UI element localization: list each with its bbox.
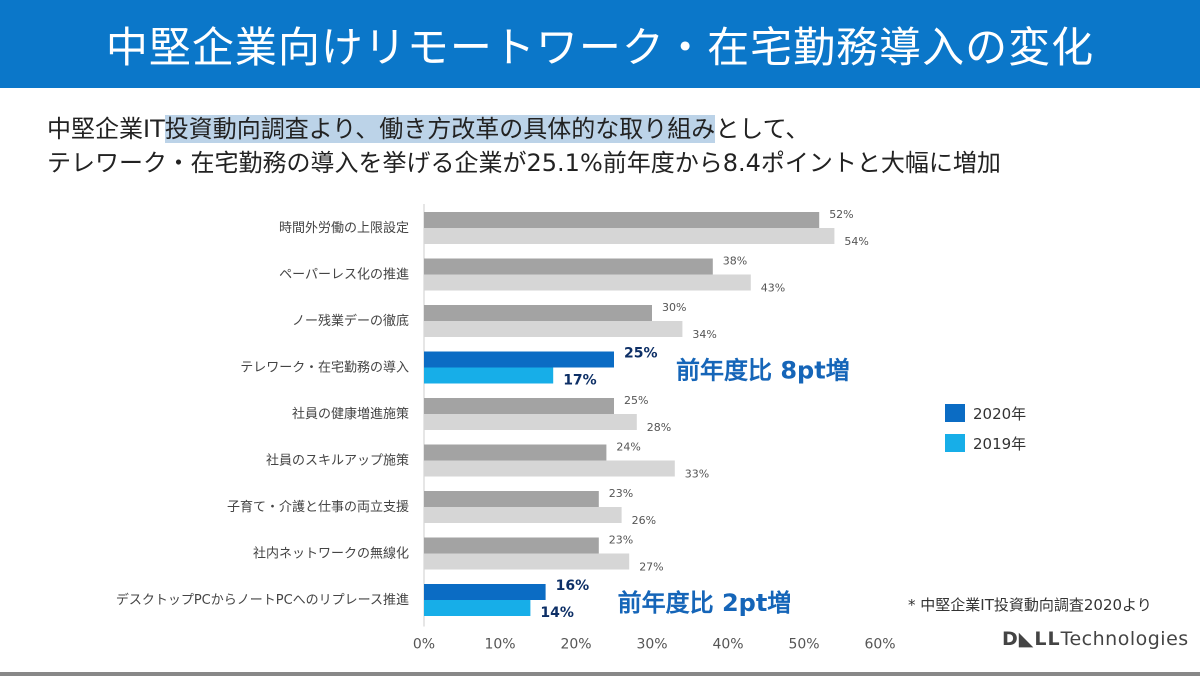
bar-2019	[424, 460, 675, 477]
data-label-2020: 25%	[624, 346, 658, 362]
data-label-2019: 27%	[639, 561, 663, 574]
bar-2019	[424, 553, 630, 570]
data-label-2020: 24%	[616, 441, 640, 454]
category-label: デスクトップPCからノートPCへのリプレース推進	[116, 592, 409, 608]
x-tick-label: 20%	[560, 637, 591, 651]
x-tick-label: 50%	[788, 637, 819, 651]
source-note: * 中堅企業IT投資動向調査2020より	[908, 596, 1152, 614]
callout-text: 前年度比 2pt増	[618, 589, 792, 617]
x-tick-label: 30%	[636, 637, 667, 651]
subtitle-line-1: 中堅企業IT投資動向調査より、働き方改革の具体的な取り組みとして、	[47, 112, 1167, 146]
bar-2020	[424, 537, 599, 554]
x-tick-label: 10%	[484, 637, 515, 651]
bar-2019	[424, 507, 622, 523]
bar-2020	[424, 491, 599, 507]
bar-2019	[424, 600, 531, 616]
legend-swatch-2019	[945, 434, 965, 452]
data-label-2019: 28%	[647, 421, 671, 434]
data-label-2020: 23%	[609, 534, 633, 547]
subtitle-line-2: テレワーク・在宅勤務の導入を挙げる企業が25.1%前年度から8.4ポイントと大幅…	[47, 149, 1001, 177]
subtitle-text: 中堅企業IT投資動向調査より、働き方改革の具体的な取り組みとして、 テレワーク・…	[47, 112, 1167, 180]
legend-item-2019: 2019年	[945, 428, 1026, 458]
dell-wordmark: D◣LL	[1002, 628, 1061, 650]
x-tick-label: 40%	[712, 637, 743, 651]
bar-2020	[424, 444, 607, 461]
dell-technologies-logo: D◣LLTechnologies	[1002, 628, 1189, 650]
category-label: 社内ネットワークの無線化	[253, 546, 409, 562]
data-label-2020: 52%	[829, 208, 853, 221]
data-label-2019: 26%	[632, 514, 656, 527]
legend-item-2020: 2020年	[945, 398, 1026, 428]
callout-text: 前年度比 8pt増	[676, 357, 850, 385]
bar-2019	[424, 414, 637, 430]
bar-2019	[424, 274, 751, 291]
bar-2019	[424, 321, 683, 337]
bottom-rule	[0, 672, 1200, 676]
data-label-2019: 34%	[692, 328, 716, 341]
chart-legend: 2020年 2019年	[945, 398, 1026, 458]
category-label: 時間外労働の上限設定	[279, 220, 409, 236]
category-label: 子育て・介護と仕事の両立支援	[227, 499, 409, 515]
legend-label-2019: 2019年	[973, 434, 1027, 453]
data-label-2020: 25%	[624, 394, 648, 407]
category-label: 社員のスキルアップ施策	[266, 453, 409, 469]
data-label-2019: 43%	[761, 282, 785, 295]
data-label-2019: 54%	[844, 235, 868, 248]
category-label: ペーパーレス化の推進	[279, 268, 409, 283]
subtitle-line-1-post: として、	[715, 115, 810, 143]
category-label: 社員の健康増進施策	[292, 406, 409, 422]
title-bar: 中堅企業向けリモートワーク・在宅勤務導入の変化	[0, 0, 1200, 88]
x-tick-label: 60%	[864, 637, 895, 651]
category-label: テレワーク・在宅勤務の導入	[240, 361, 409, 376]
bar-2020	[424, 398, 614, 414]
bar-chart: 時間外労働の上限設定 52% 54% ペーパーレス化の推進 38% 43% ノー残業デーの徹…	[116, 204, 896, 651]
data-label-2019: 33%	[685, 468, 709, 481]
legend-swatch-2020	[945, 404, 965, 422]
data-label-2020: 30%	[662, 301, 686, 314]
subtitle-line-1-pre: 中堅企業IT	[47, 115, 165, 143]
data-label-2019: 17%	[563, 373, 597, 389]
legend-label-2020: 2020年	[973, 404, 1027, 423]
technologies-wordmark: Technologies	[1060, 628, 1189, 650]
bar-2020	[424, 258, 713, 275]
bar-2020	[424, 212, 820, 228]
subtitle-line-1-highlight: 投資動向調査より、働き方改革の具体的な取り組み	[164, 115, 716, 143]
category-label: ノー残業デーの徹底	[292, 313, 409, 329]
bar-2019	[424, 367, 554, 384]
data-label-2020: 38%	[723, 255, 747, 268]
bar-2020	[424, 584, 546, 600]
bar-2020	[424, 305, 652, 321]
chart-area: 時間外労働の上限設定 52% 54% ペーパーレス化の推進 38% 43% ノー残業デーの徹…	[0, 190, 1200, 650]
x-tick-label: 0%	[413, 637, 435, 651]
data-label-2020: 16%	[556, 578, 590, 594]
data-label-2019: 14%	[540, 605, 574, 621]
bar-2019	[424, 228, 835, 244]
page-title: 中堅企業向けリモートワーク・在宅勤務導入の変化	[105, 22, 1095, 72]
bar-2020	[424, 351, 614, 368]
data-label-2020: 23%	[609, 487, 633, 500]
